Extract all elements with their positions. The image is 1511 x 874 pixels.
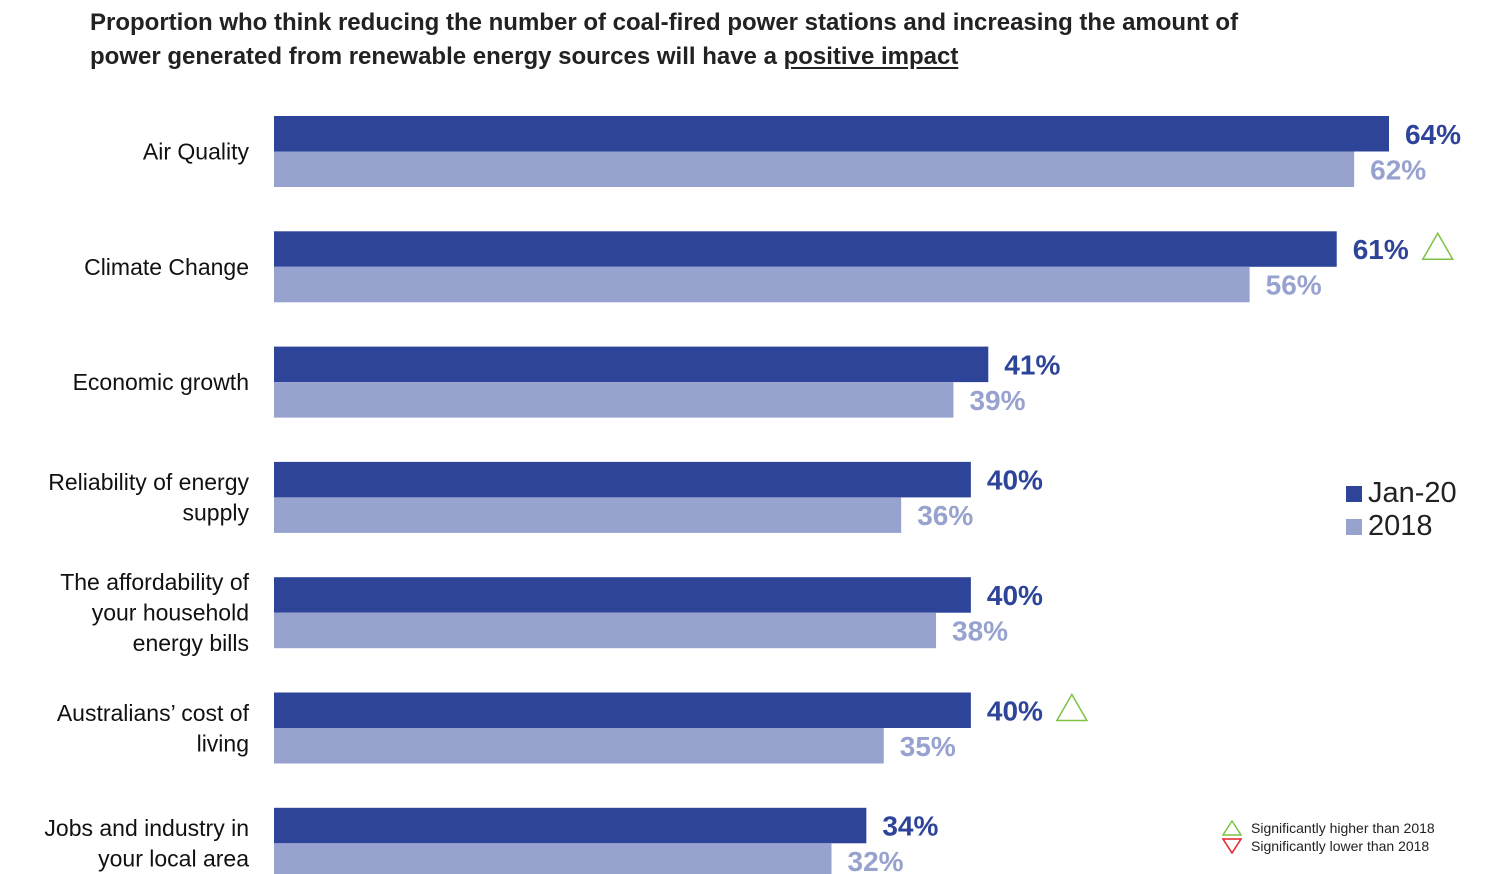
value-label-2018: 39% xyxy=(969,385,1025,416)
value-label-jan20: 61% xyxy=(1353,234,1409,265)
bar-2018 xyxy=(274,612,937,649)
bar-jan20 xyxy=(274,807,867,844)
category-label-line: Air Quality xyxy=(143,139,250,165)
value-label-2018: 35% xyxy=(900,731,956,762)
category-label-line: Australians’ cost of xyxy=(57,700,250,726)
bar-jan20 xyxy=(274,231,1337,267)
bar-jan20 xyxy=(274,461,971,498)
bar-jan20 xyxy=(274,692,971,728)
value-label-2018: 62% xyxy=(1370,154,1426,185)
value-label-2018: 36% xyxy=(917,500,973,531)
legend-item-jan20: Jan-20 xyxy=(1346,477,1457,509)
value-label-jan20: 40% xyxy=(987,465,1043,496)
significance-up-icon xyxy=(1055,692,1089,722)
sig-higher-row: Significantly higher than 2018 xyxy=(1222,819,1435,837)
category-label-line: Climate Change xyxy=(84,254,249,280)
value-label-2018: 32% xyxy=(848,846,904,874)
category-label-line: supply xyxy=(183,500,250,526)
legend-label-2018: 2018 xyxy=(1368,510,1433,542)
bar-2018 xyxy=(274,151,1355,187)
category-label-line: Jobs and industry in xyxy=(44,815,249,841)
legend-label-jan20: Jan-20 xyxy=(1368,477,1457,509)
triangle-down-icon xyxy=(1222,838,1242,854)
category-label-line: Economic growth xyxy=(73,369,249,395)
bar-jan20 xyxy=(274,577,971,613)
legend: Jan-20 2018 xyxy=(1346,477,1457,544)
category-label-line: your household xyxy=(92,600,249,626)
category-label: Economic growth xyxy=(73,369,249,395)
category-label-line: The affordability of xyxy=(60,569,249,595)
category-label: Air Quality xyxy=(143,139,250,165)
title-line-1: Proportion who think reducing the number… xyxy=(90,9,1239,36)
category-label-line: Reliability of energy xyxy=(48,469,249,495)
sig-lower-row: Significantly lower than 2018 xyxy=(1222,837,1435,855)
category-label: Climate Change xyxy=(84,254,249,280)
legend-swatch-jan20 xyxy=(1346,485,1362,502)
bar-jan20 xyxy=(274,346,989,383)
category-label-line: energy bills xyxy=(133,630,249,656)
category-label: Australians’ cost of living xyxy=(57,700,250,757)
value-label-jan20: 41% xyxy=(1004,349,1060,380)
sig-higher-label: Significantly higher than 2018 xyxy=(1251,820,1435,836)
bar-jan20 xyxy=(274,116,1389,152)
value-label-jan20: 40% xyxy=(987,580,1043,611)
value-label-jan20: 40% xyxy=(987,695,1043,726)
category-label: Jobs and industry in your local area xyxy=(44,815,249,872)
legend-swatch-2018 xyxy=(1346,518,1362,535)
bar-2018 xyxy=(274,382,954,418)
significance-key: Significantly higher than 2018 Significa… xyxy=(1222,819,1435,855)
title-underlined-phrase: positive impact xyxy=(783,43,959,70)
bar-2018 xyxy=(274,843,832,874)
category-label-line: living xyxy=(197,730,249,756)
category-label: Reliability of energy supply xyxy=(48,469,249,526)
chart-title: Proportion who think reducing the number… xyxy=(90,6,1490,74)
category-label: The affordability of your household energy… xyxy=(60,569,249,656)
value-label-2018: 38% xyxy=(952,615,1008,646)
sig-lower-label: Significantly lower than 2018 xyxy=(1251,838,1430,854)
value-label-2018: 56% xyxy=(1266,270,1322,301)
bar-2018 xyxy=(274,728,884,764)
bar-2018 xyxy=(274,266,1250,303)
bar-2018 xyxy=(274,497,902,533)
significance-up-icon xyxy=(1421,231,1455,261)
value-label-jan20: 34% xyxy=(882,811,938,842)
title-line-2-prefix: power generated from renewable energy so… xyxy=(90,43,784,70)
triangle-up-icon xyxy=(1222,820,1242,836)
category-label-line: your local area xyxy=(98,846,249,872)
value-label-jan20: 64% xyxy=(1405,119,1461,150)
legend-item-2018: 2018 xyxy=(1346,510,1457,542)
